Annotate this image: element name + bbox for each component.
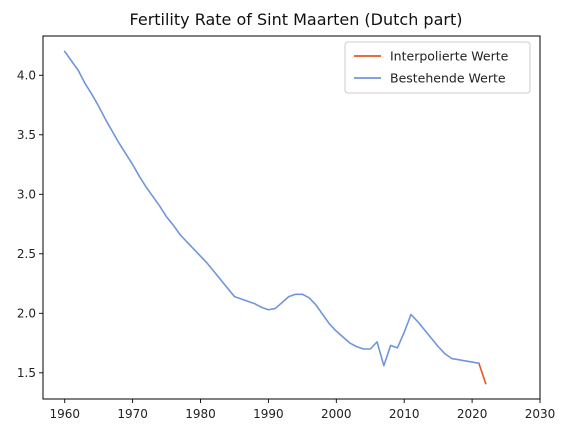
x-tick-label: 1980 — [185, 407, 216, 421]
y-tick-label: 2.0 — [17, 306, 36, 320]
x-tick-label: 1960 — [49, 407, 80, 421]
x-tick-label: 2000 — [321, 407, 352, 421]
plot-frame — [42, 35, 541, 400]
series-line-existing — [63, 50, 480, 367]
x-tick-label: 1970 — [117, 407, 148, 421]
y-tick-label: 3.0 — [17, 187, 36, 201]
legend: Interpolierte Werte Bestehende Werte — [344, 41, 531, 94]
y-axis: 1.5 2.0 2.5 3.0 3.5 4.0 — [17, 68, 43, 380]
x-tick-label: 2030 — [525, 407, 556, 421]
x-axis: 1960 1970 1980 1990 2000 2010 2020 2030 — [49, 399, 555, 421]
plot-area — [42, 35, 541, 400]
x-tick-label: 2020 — [457, 407, 488, 421]
legend-label: Interpolierte Werte — [390, 49, 509, 64]
legend-box — [344, 41, 531, 94]
chart-title: Fertility Rate of Sint Maarten (Dutch pa… — [130, 10, 463, 29]
y-tick-label: 2.5 — [17, 247, 36, 261]
x-tick-label: 1990 — [253, 407, 284, 421]
y-tick-label: 3.5 — [17, 128, 36, 142]
y-tick-label: 4.0 — [17, 68, 36, 82]
series-layer — [63, 50, 487, 385]
x-tick-label: 2010 — [389, 407, 420, 421]
series-line-interpolated — [477, 362, 487, 385]
y-tick-label: 1.5 — [17, 366, 36, 380]
legend-label: Bestehende Werte — [390, 71, 506, 86]
